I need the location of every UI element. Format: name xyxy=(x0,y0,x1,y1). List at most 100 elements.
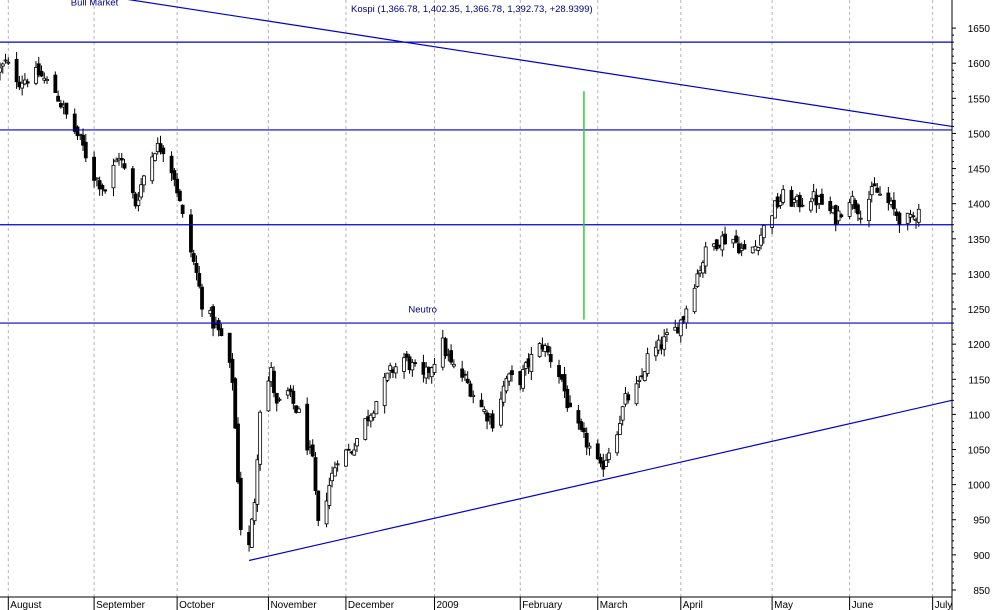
candle-body xyxy=(897,212,902,226)
candle-body xyxy=(272,370,276,393)
candle xyxy=(194,255,199,281)
candle xyxy=(191,249,196,266)
candle xyxy=(490,410,495,432)
candle-body xyxy=(3,59,8,62)
candle-body xyxy=(368,414,373,422)
candle-body xyxy=(471,394,476,397)
candle-body xyxy=(100,185,105,190)
candle-body xyxy=(219,328,224,337)
candle-body xyxy=(820,193,824,205)
candle xyxy=(177,188,182,202)
candle-body xyxy=(606,452,611,460)
candle xyxy=(432,357,437,376)
candle-body xyxy=(905,212,910,224)
candle-body xyxy=(615,434,620,454)
candle-body xyxy=(236,423,240,483)
candle-body xyxy=(878,193,882,196)
trendline xyxy=(127,0,953,128)
x-tick-label: August xyxy=(10,600,41,610)
candle-body xyxy=(285,390,290,396)
candle xyxy=(3,53,8,64)
candle xyxy=(200,283,204,317)
candle-body xyxy=(172,170,177,180)
candle-body xyxy=(501,385,506,403)
candle xyxy=(510,365,514,382)
candle-body xyxy=(507,373,512,382)
candle-body xyxy=(227,332,232,363)
candle-body xyxy=(363,418,368,440)
candle xyxy=(92,151,96,188)
candle-body xyxy=(274,392,279,404)
x-tick-label: February xyxy=(522,600,562,610)
candle xyxy=(75,125,80,141)
candle xyxy=(482,406,487,415)
candle-body xyxy=(479,399,484,408)
candle xyxy=(316,490,321,527)
candle xyxy=(692,284,697,314)
candle-body xyxy=(565,388,570,409)
candle xyxy=(296,406,301,413)
candle xyxy=(53,71,58,93)
candle xyxy=(465,371,470,385)
candle-body xyxy=(778,200,783,206)
candle-body xyxy=(288,388,293,392)
candle-body xyxy=(562,374,567,392)
y-tick-label: 1200 xyxy=(968,340,991,351)
candle xyxy=(114,157,119,163)
candle xyxy=(847,199,852,220)
candle xyxy=(653,341,658,361)
candle xyxy=(637,375,642,388)
candle-body xyxy=(579,421,584,430)
candle-body xyxy=(529,354,534,372)
candle-body xyxy=(692,287,697,313)
candle xyxy=(507,372,512,386)
candle-body xyxy=(634,383,639,405)
x-tick-label: 2009 xyxy=(436,600,459,610)
candle xyxy=(103,189,108,194)
candle xyxy=(582,422,586,438)
candle xyxy=(742,240,747,250)
candle-body xyxy=(742,244,747,250)
candle xyxy=(606,447,611,464)
candle-body xyxy=(344,449,348,467)
y-tick-label: 1100 xyxy=(968,410,990,421)
candle-body xyxy=(200,286,204,310)
y-tick-label: 1350 xyxy=(968,235,991,246)
candle-body xyxy=(136,199,141,206)
candle xyxy=(468,380,473,398)
candle-body xyxy=(618,423,622,435)
candle-body xyxy=(772,200,777,219)
candle xyxy=(324,492,329,528)
candle xyxy=(587,442,592,456)
candle-body xyxy=(789,189,794,207)
candle xyxy=(255,454,260,512)
candle-body xyxy=(346,448,351,451)
candle-body xyxy=(92,156,96,181)
candle-body xyxy=(856,204,860,215)
candle xyxy=(645,347,650,377)
y-tick-label: 1000 xyxy=(968,481,991,492)
candle-body xyxy=(584,432,589,448)
candle-body xyxy=(665,332,669,335)
candle-body xyxy=(510,370,514,375)
candle-body xyxy=(277,398,282,401)
candle xyxy=(800,197,805,208)
candle xyxy=(6,57,11,66)
candle-body xyxy=(352,449,357,456)
candle-body xyxy=(451,363,456,367)
candle xyxy=(537,342,542,358)
candle xyxy=(665,328,669,343)
candle-body xyxy=(371,412,376,418)
candle-body xyxy=(216,320,221,331)
candle xyxy=(548,346,553,368)
candle xyxy=(499,391,503,428)
candle xyxy=(258,410,263,471)
candle xyxy=(230,353,235,391)
candle xyxy=(385,372,390,383)
x-tick-label: November xyxy=(270,600,317,610)
candle xyxy=(25,78,30,88)
candle-body xyxy=(324,500,329,525)
candle xyxy=(598,453,603,468)
x-tick-label: April xyxy=(683,600,703,610)
candle-body xyxy=(36,63,41,76)
